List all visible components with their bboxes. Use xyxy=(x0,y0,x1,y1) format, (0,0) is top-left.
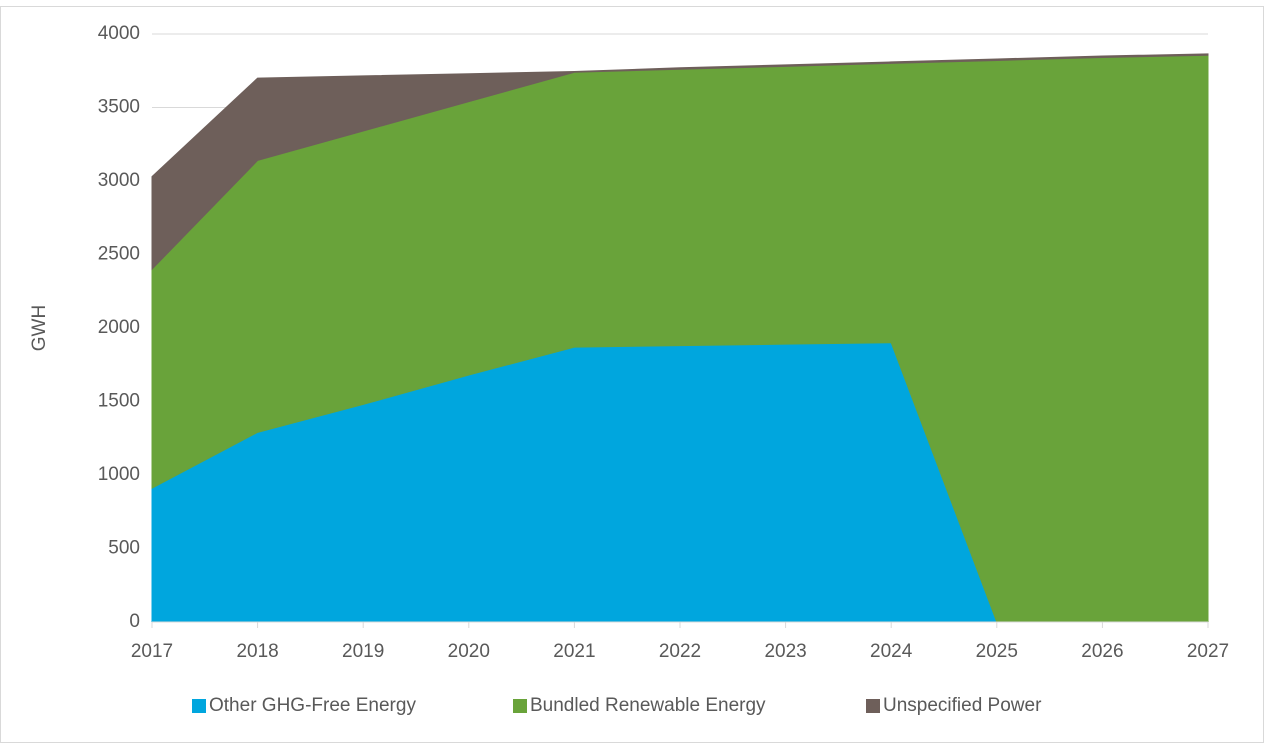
y-tick-label: 1500 xyxy=(98,391,140,412)
y-tick-label: 2000 xyxy=(98,317,140,338)
x-tick-label: 2019 xyxy=(342,641,384,662)
area xyxy=(151,53,1209,271)
legend-swatch xyxy=(513,699,527,713)
y-tick-label: 1000 xyxy=(98,464,140,485)
x-tick-label: 2023 xyxy=(764,641,806,662)
legend-swatch xyxy=(866,699,880,713)
x-tick-label: 2021 xyxy=(553,641,595,662)
y-axis-label: GWH xyxy=(29,305,50,351)
x-tick-label: 2027 xyxy=(1187,641,1229,662)
x-tick-label: 2022 xyxy=(659,641,701,662)
x-tick-label: 2017 xyxy=(131,641,173,662)
x-tick-label: 2024 xyxy=(870,641,913,662)
y-tick-label: 0 xyxy=(129,611,140,632)
y-tick-label: 500 xyxy=(108,538,140,559)
legend-label: Unspecified Power xyxy=(883,695,1042,716)
x-tick-label: 2020 xyxy=(448,641,490,662)
legend-swatch xyxy=(192,699,206,713)
legend-label: Other GHG-Free Energy xyxy=(209,695,416,716)
y-tick-label: 3000 xyxy=(98,170,140,191)
y-tick-label: 3500 xyxy=(98,97,140,118)
x-tick-label: 2018 xyxy=(236,641,278,662)
legend-label: Bundled Renewable Energy xyxy=(530,695,766,716)
x-tick-label: 2026 xyxy=(1081,641,1123,662)
y-tick-label: 4000 xyxy=(98,23,140,44)
y-tick-label: 2500 xyxy=(98,244,140,265)
x-tick-label: 2025 xyxy=(976,641,1018,662)
